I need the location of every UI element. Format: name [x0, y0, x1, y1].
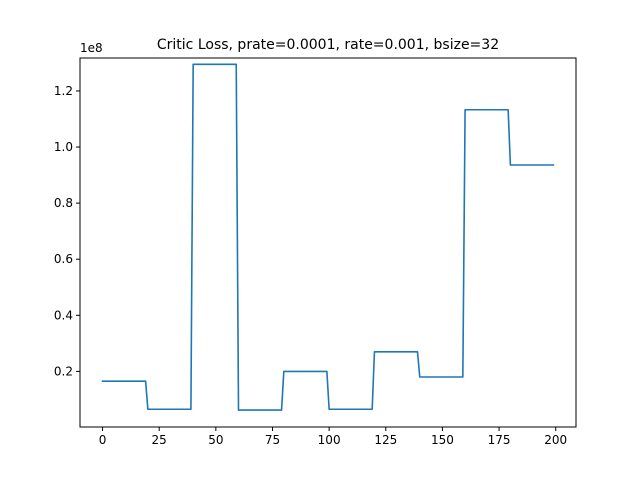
y-tick-label: 1.0: [54, 140, 73, 154]
x-tick-label: 0: [99, 433, 107, 447]
x-axis: 0 25 50 75 100 125 150 175 200: [99, 427, 567, 447]
series-group: [101, 63, 555, 411]
x-tick-label: 175: [488, 433, 511, 447]
plot-area: 0 25 50 75 100 125 150 175 200 0.2 0.4 0.6 0.8 1.0 1.…: [54, 57, 577, 447]
x-tick-label: 100: [318, 433, 341, 447]
x-tick-label: 125: [374, 433, 397, 447]
y-tick-label: 1.2: [54, 84, 73, 98]
series-line-0: [101, 63, 555, 411]
plot-frame: [79, 57, 577, 428]
x-tick-label: 150: [431, 433, 454, 447]
x-tick-label: 50: [208, 433, 223, 447]
y-tick-label: 0.4: [54, 308, 73, 322]
x-tick-label: 25: [152, 433, 167, 447]
y-axis-offset-label: 1e8: [80, 41, 103, 55]
y-tick-label: 0.6: [54, 252, 73, 266]
y-axis: 0.2 0.4 0.6 0.8 1.0 1.2: [54, 84, 80, 378]
y-tick-label: 0.8: [54, 196, 73, 210]
x-tick-label: 200: [544, 433, 567, 447]
y-tick-label: 0.2: [54, 364, 73, 378]
x-tick-label: 75: [265, 433, 280, 447]
chart-title: Critic Loss, prate=0.0001, rate=0.001, b…: [157, 37, 499, 53]
